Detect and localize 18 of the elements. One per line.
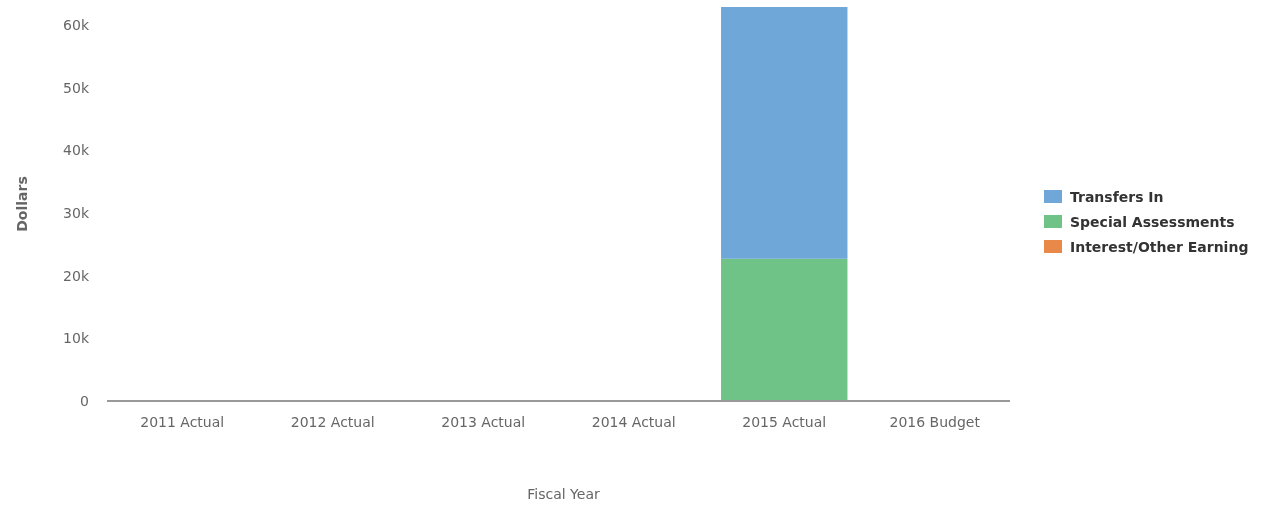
y-tick-label: 50k <box>63 79 90 96</box>
x-tick-label: 2016 Budget <box>889 414 981 430</box>
y-tick-label: 10k <box>63 330 90 347</box>
y-tick-label: 40k <box>63 142 90 159</box>
y-tick-label: 30k <box>63 204 90 221</box>
legend-label: Special Assessments <box>1070 213 1235 230</box>
x-tick-label: 2013 Actual <box>441 414 526 430</box>
x-tick-label: 2014 Actual <box>591 414 676 430</box>
x-tick-label: 2011 Actual <box>140 414 225 430</box>
y-tick-label: 60k <box>63 17 90 34</box>
x-tick-label: 2012 Actual <box>290 414 375 430</box>
legend-label: Interest/Other Earning <box>1070 238 1249 255</box>
legend-label: Transfers In <box>1070 188 1164 205</box>
x-tick-label: 2015 Actual <box>742 414 827 430</box>
x-axis-title: Fiscal Year <box>527 486 600 502</box>
y-axis-title: Dollars <box>14 176 30 232</box>
y-tick-label: 20k <box>63 267 90 284</box>
y-tick-label: 0 <box>80 392 89 409</box>
